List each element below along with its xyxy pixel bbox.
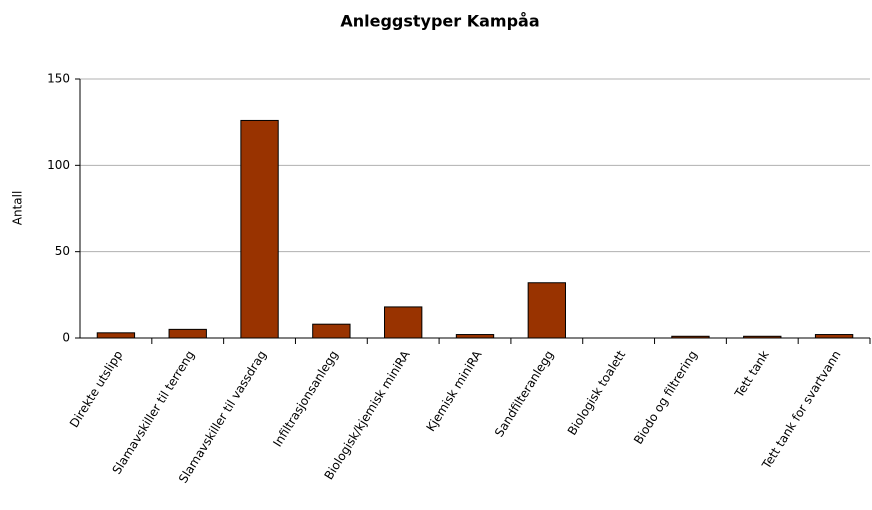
y-axis-label: Antall bbox=[11, 191, 25, 226]
x-tick-label: Direkte utslipp bbox=[67, 348, 125, 430]
y-tick-label: 150 bbox=[47, 72, 70, 86]
x-tick-label: Biodo og filtrering bbox=[631, 348, 700, 447]
x-tick-label: Slamavskiller til vassdrag bbox=[176, 348, 269, 486]
bar bbox=[384, 306, 423, 339]
bar bbox=[527, 282, 566, 339]
chart-title: Anleggstyper Kampåa bbox=[340, 12, 539, 31]
x-tick-label: Infiltrasjonsanlegg bbox=[270, 348, 341, 449]
bar bbox=[240, 119, 279, 339]
x-tick-label: Slamavskiller til terreng bbox=[110, 348, 198, 477]
y-tick-label: 50 bbox=[55, 244, 70, 258]
x-tick-label: Sandfilteranlegg bbox=[492, 348, 556, 439]
x-tick-label: Kjemisk miniRA bbox=[424, 347, 485, 434]
x-tick-label: Biologisk toalett bbox=[565, 348, 628, 438]
y-tick-label: 0 bbox=[62, 331, 70, 345]
y-tick-label: 100 bbox=[47, 158, 70, 172]
bar bbox=[814, 334, 854, 339]
x-tick-label: Tett tank bbox=[732, 348, 772, 401]
bar bbox=[312, 323, 351, 339]
x-tick-label: Biologisk/kjemisk miniRA bbox=[322, 347, 414, 482]
bar bbox=[455, 334, 495, 339]
bar bbox=[96, 332, 136, 339]
x-tick-label: Tett tank for svartvann bbox=[759, 348, 844, 472]
bar bbox=[168, 328, 207, 339]
